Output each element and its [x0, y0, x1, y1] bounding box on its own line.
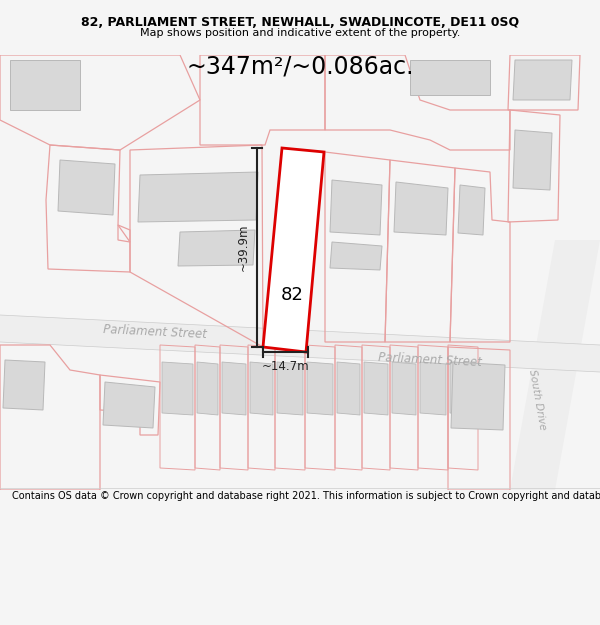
- Polygon shape: [420, 362, 446, 415]
- Polygon shape: [3, 360, 45, 410]
- Text: 82, PARLIAMENT STREET, NEWHALL, SWADLINCOTE, DE11 0SQ: 82, PARLIAMENT STREET, NEWHALL, SWADLINC…: [81, 16, 519, 29]
- Polygon shape: [250, 362, 273, 415]
- Polygon shape: [510, 240, 600, 490]
- Polygon shape: [458, 185, 485, 235]
- Polygon shape: [410, 60, 490, 95]
- Polygon shape: [222, 362, 246, 415]
- Polygon shape: [330, 180, 382, 235]
- Text: ~347m²/~0.086ac.: ~347m²/~0.086ac.: [186, 55, 414, 79]
- Text: Contains OS data © Crown copyright and database right 2021. This information is : Contains OS data © Crown copyright and d…: [12, 491, 600, 501]
- Polygon shape: [450, 362, 476, 415]
- Text: 82: 82: [281, 286, 304, 304]
- Polygon shape: [162, 362, 193, 415]
- Polygon shape: [10, 60, 80, 110]
- Polygon shape: [337, 362, 360, 415]
- Polygon shape: [138, 172, 258, 222]
- Polygon shape: [513, 130, 552, 190]
- Text: Parliament Street: Parliament Street: [103, 323, 207, 341]
- Polygon shape: [392, 362, 416, 415]
- Text: Map shows position and indicative extent of the property.: Map shows position and indicative extent…: [140, 28, 460, 38]
- Polygon shape: [103, 382, 155, 428]
- Text: Parliament Street: Parliament Street: [378, 351, 482, 369]
- Polygon shape: [178, 230, 255, 266]
- Polygon shape: [58, 160, 115, 215]
- Text: ~39.9m: ~39.9m: [237, 224, 250, 271]
- Text: South Drive: South Drive: [527, 369, 547, 431]
- Polygon shape: [394, 182, 448, 235]
- Polygon shape: [307, 362, 333, 415]
- Polygon shape: [197, 362, 218, 415]
- Polygon shape: [263, 148, 324, 352]
- Text: ~14.7m: ~14.7m: [262, 360, 310, 373]
- Polygon shape: [0, 315, 600, 372]
- Polygon shape: [330, 242, 382, 270]
- Polygon shape: [451, 362, 505, 430]
- Polygon shape: [364, 362, 388, 415]
- Polygon shape: [513, 60, 572, 100]
- Polygon shape: [277, 362, 303, 415]
